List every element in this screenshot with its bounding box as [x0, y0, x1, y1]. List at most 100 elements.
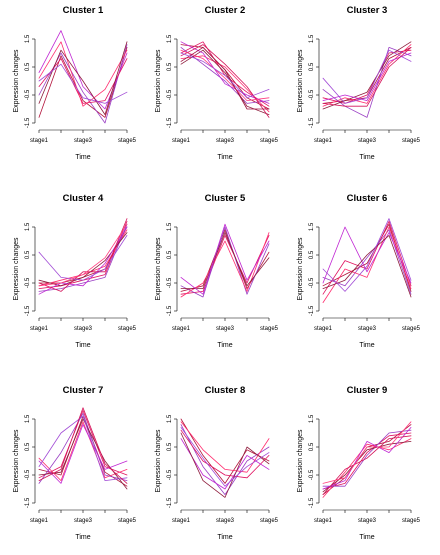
x-tick-label: stage5 [402, 518, 421, 524]
panel-title: Cluster 2 [205, 5, 246, 16]
series-line [180, 429, 270, 479]
series-line [322, 429, 412, 487]
x-tick-label: stage3 [216, 518, 235, 524]
series-line [38, 226, 128, 295]
y-tick-label: 1.5 [25, 34, 31, 43]
x-tick-label: stage1 [172, 326, 191, 332]
series-line [322, 440, 412, 493]
series-line [38, 234, 128, 281]
series-line [180, 424, 270, 496]
series-line [180, 44, 270, 118]
x-tick-label: stage3 [74, 138, 93, 144]
cluster-panel: Cluster 6 -1.5 -0.5 0.5 1.5 stage1 stage3 stage… [297, 193, 421, 349]
x-tick-label: stage5 [402, 138, 421, 144]
series-line [322, 220, 412, 295]
panel-title: Cluster 9 [347, 385, 388, 396]
y-tick-label: 1.5 [167, 34, 173, 43]
series-line [180, 223, 270, 295]
series-line [322, 432, 412, 490]
x-tick-label: stage5 [118, 518, 137, 524]
y-axis-title: Expression changes [13, 49, 20, 113]
y-tick-label: -0.5 [309, 469, 315, 480]
y-tick-label: 0.5 [167, 250, 173, 259]
series-line [38, 407, 128, 484]
series-line [180, 49, 270, 115]
y-tick-label: -0.5 [309, 89, 315, 100]
y-tick-label: 1.5 [25, 222, 31, 231]
y-tick-label: 0.5 [167, 442, 173, 451]
series-line [38, 63, 128, 104]
panel-title: Cluster 6 [347, 193, 388, 204]
panel-title: Cluster 1 [63, 5, 104, 16]
series-line [38, 218, 128, 292]
series-line [322, 229, 412, 295]
cluster-panel: Cluster 1 -1.5 -0.5 0.5 1.5 stage1 stage3 stage… [13, 5, 137, 161]
y-tick-label: 0.5 [25, 250, 31, 259]
y-tick-label: -0.5 [25, 277, 31, 288]
x-axis-title: Time [217, 534, 232, 541]
y-tick-label: 0.5 [25, 442, 31, 451]
y-axis-title: Expression changes [13, 429, 20, 493]
x-tick-label: stage1 [172, 518, 191, 524]
y-tick-label: -1.5 [309, 305, 315, 316]
series-line [322, 226, 412, 304]
series-line [38, 418, 128, 490]
x-axis-title: Time [75, 534, 90, 541]
cluster-panel: Cluster 5 -1.5 -0.5 0.5 1.5 stage1 stage3 stage… [155, 193, 279, 349]
y-tick-label: 1.5 [309, 34, 315, 43]
series-line [38, 41, 128, 115]
x-tick-label: stage1 [30, 138, 49, 144]
y-tick-label: -0.5 [167, 277, 173, 288]
y-axis-title: Expression changes [13, 237, 20, 301]
series-line [322, 47, 412, 107]
panel-title: Cluster 7 [63, 385, 104, 396]
series-line [38, 415, 128, 487]
panel-title: Cluster 5 [205, 193, 246, 204]
series-line [180, 426, 270, 487]
y-tick-label: -0.5 [25, 89, 31, 100]
x-tick-label: stage5 [402, 326, 421, 332]
series-line [180, 52, 270, 99]
y-tick-label: 1.5 [25, 414, 31, 423]
x-tick-label: stage1 [30, 326, 49, 332]
series-line [38, 232, 128, 287]
y-axis-title: Expression changes [155, 237, 162, 301]
y-tick-label: 0.5 [309, 442, 315, 451]
y-axis-title: Expression changes [155, 429, 162, 493]
series-line [322, 435, 412, 496]
series-line [322, 49, 412, 104]
series-line [38, 41, 128, 107]
y-axis-title: Expression changes [297, 237, 304, 301]
cluster-panel: Cluster 8 -1.5 -0.5 0.5 1.5 stage1 stage3 stage… [155, 385, 279, 541]
cluster-panel: Cluster 9 -1.5 -0.5 0.5 1.5 stage1 stage3 stage… [297, 385, 421, 541]
x-tick-label: stage5 [118, 326, 137, 332]
series-line [38, 415, 128, 482]
x-tick-label: stage3 [74, 518, 93, 524]
panel-title: Cluster 8 [205, 385, 246, 396]
cluster-panel: Cluster 2 -1.5 -0.5 0.5 1.5 stage1 stage3 stage… [155, 5, 279, 161]
y-tick-label: 1.5 [309, 414, 315, 423]
panel-title: Cluster 4 [63, 193, 104, 204]
y-tick-label: -1.5 [167, 497, 173, 508]
y-tick-label: -1.5 [167, 117, 173, 128]
x-tick-label: stage1 [172, 138, 191, 144]
panel-title: Cluster 3 [347, 5, 388, 16]
y-tick-label: 0.5 [167, 62, 173, 71]
series-line [180, 418, 270, 484]
series-line [180, 432, 270, 498]
series-line [322, 218, 412, 292]
series-line [38, 47, 128, 118]
y-tick-label: -1.5 [25, 305, 31, 316]
y-tick-label: -1.5 [309, 497, 315, 508]
series-line [322, 49, 412, 104]
x-axis-title: Time [217, 154, 232, 161]
y-tick-label: 1.5 [167, 222, 173, 231]
y-tick-label: 1.5 [309, 222, 315, 231]
y-axis-title: Expression changes [297, 49, 304, 113]
y-tick-label: -0.5 [167, 469, 173, 480]
x-axis-title: Time [359, 534, 374, 541]
series-line [322, 226, 412, 284]
series-line [322, 426, 412, 490]
y-tick-label: 1.5 [167, 414, 173, 423]
